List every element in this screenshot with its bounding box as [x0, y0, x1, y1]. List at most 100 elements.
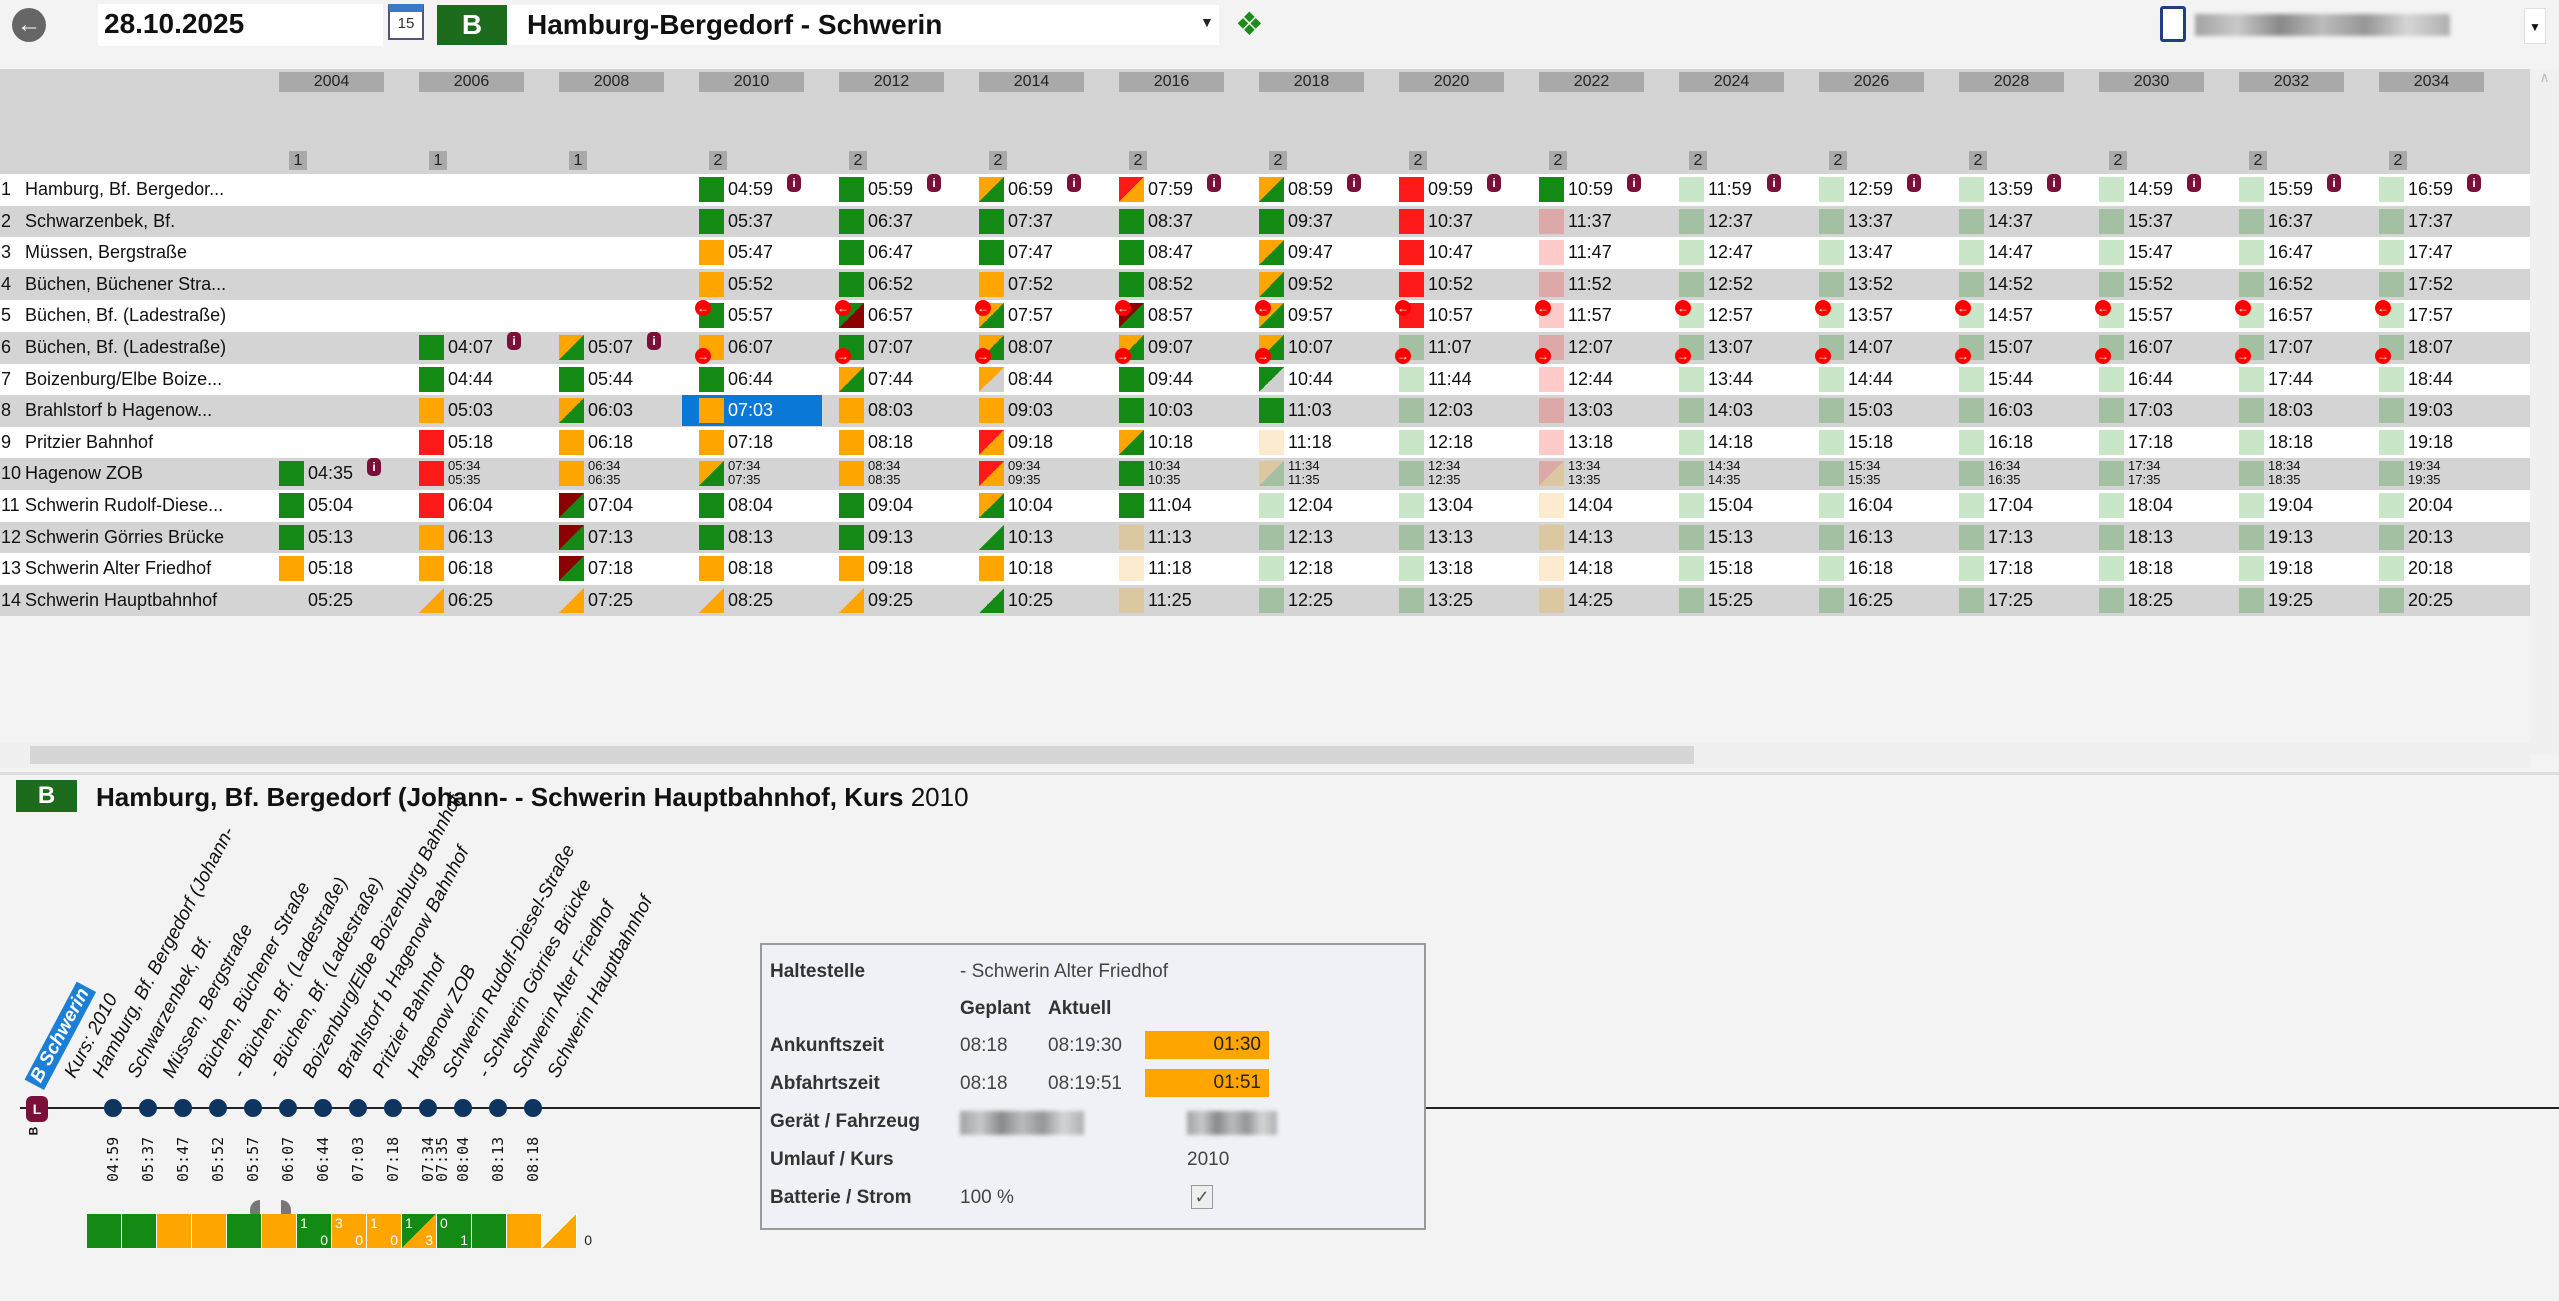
- trip-cell[interactable]: 08:52: [1119, 269, 1259, 300]
- status-square[interactable]: [507, 1214, 542, 1248]
- trip-cell[interactable]: 15:25: [1679, 585, 1819, 616]
- trip-cell[interactable]: 08:07 →: [975, 332, 1119, 364]
- trip-cell[interactable]: 09:34 09:35: [979, 458, 1119, 489]
- station-name[interactable]: 13 Schwerin Alter Friedhof: [0, 553, 261, 585]
- trip-cell[interactable]: 11:57 ←: [1535, 300, 1679, 331]
- vertical-scrollbar[interactable]: ∧: [2530, 69, 2559, 755]
- status-square[interactable]: [192, 1214, 227, 1248]
- trip-cell[interactable]: 17:34 17:35: [2099, 458, 2239, 489]
- station-name[interactable]: 8 Brahlstorf b Hagenow...: [0, 395, 261, 427]
- column-year[interactable]: 2014: [979, 72, 1084, 92]
- trip-cell[interactable]: 15:59 i: [2239, 174, 2379, 205]
- table-row[interactable]: 9 Pritzier Bahnhof 05:18 06:18 07:18 08:18 09:…: [0, 426, 2530, 459]
- trip-cell[interactable]: 16:04: [1819, 490, 1959, 521]
- trip-cell[interactable]: 06:13: [419, 522, 559, 553]
- trip-cell[interactable]: 10:47: [1399, 237, 1539, 268]
- status-square[interactable]: 0: [542, 1214, 592, 1248]
- trip-cell[interactable]: 16:34 16:35: [1959, 458, 2099, 489]
- trip-cell[interactable]: 08:13: [699, 522, 839, 553]
- horizontal-scrollbar[interactable]: [0, 742, 2530, 768]
- column-year[interactable]: 2020: [1399, 72, 1504, 92]
- trip-cell[interactable]: 07:25: [559, 585, 699, 616]
- trip-cell[interactable]: 05:04: [279, 490, 419, 521]
- trip-cell[interactable]: 15:52: [2099, 269, 2239, 300]
- trip-cell[interactable]: 06:52: [839, 269, 979, 300]
- trip-cell[interactable]: 14:18: [1539, 553, 1679, 584]
- trip-cell[interactable]: 17:44: [2239, 364, 2379, 395]
- column-year[interactable]: 2032: [2239, 72, 2344, 92]
- trip-cell[interactable]: 13:04: [1399, 490, 1539, 521]
- trip-cell[interactable]: 07:07 →: [835, 332, 979, 364]
- trip-cell[interactable]: 12:44: [1539, 364, 1679, 395]
- stop-dot[interactable]: [454, 1099, 472, 1117]
- trip-cell[interactable]: 10:18: [979, 553, 1119, 584]
- trip-cell[interactable]: 09:18: [979, 427, 1119, 458]
- trip-cell[interactable]: 16:18: [1959, 427, 2099, 458]
- trip-cell[interactable]: 09:57 ←: [1255, 300, 1399, 331]
- trip-cell[interactable]: 05:59 i: [839, 174, 979, 205]
- trip-cell[interactable]: 17:13: [1959, 522, 2099, 553]
- trip-cell[interactable]: 10:52: [1399, 269, 1539, 300]
- trip-cell[interactable]: 17:57 ←: [2375, 300, 2519, 331]
- trip-cell[interactable]: 14:47: [1959, 237, 2099, 268]
- table-row[interactable]: 5 Büchen, Bf. (Ladestraße) 05:57 ← 06:57 ← 07:…: [0, 300, 2530, 332]
- trip-cell[interactable]: 05:47: [699, 237, 839, 268]
- table-row[interactable]: 14 Schwerin Hauptbahnhof 05:25 06:25 07:25 08…: [0, 584, 2530, 617]
- trip-cell[interactable]: 13:18: [1399, 553, 1539, 584]
- status-square[interactable]: [157, 1214, 192, 1248]
- trip-cell[interactable]: 18:18: [2099, 553, 2239, 584]
- trip-cell[interactable]: 14:03: [1679, 395, 1819, 426]
- trip-cell[interactable]: 14:18: [1679, 427, 1819, 458]
- trip-cell[interactable]: 08:04: [699, 490, 839, 521]
- trip-cell[interactable]: 17:18: [2099, 427, 2239, 458]
- trip-cell[interactable]: 05:57 ←: [695, 300, 839, 331]
- date-field[interactable]: 28.10.2025: [98, 4, 383, 46]
- stop-dot[interactable]: [279, 1099, 297, 1117]
- trip-cell[interactable]: 13:13: [1399, 522, 1539, 553]
- trip-cell[interactable]: 10:18: [1119, 427, 1259, 458]
- trip-cell[interactable]: 12:57 ←: [1675, 300, 1819, 331]
- column-year[interactable]: 2024: [1679, 72, 1784, 92]
- trip-cell[interactable]: 10:59 i: [1539, 174, 1679, 205]
- trip-cell[interactable]: 15:03: [1819, 395, 1959, 426]
- info-badge-icon[interactable]: i: [2047, 174, 2061, 192]
- trip-cell[interactable]: 20:25: [2379, 585, 2519, 616]
- station-name[interactable]: 7 Boizenburg/Elbe Boize...: [0, 364, 261, 396]
- trip-cell[interactable]: 15:07 →: [1955, 332, 2099, 364]
- trip-cell[interactable]: 11:07 →: [1395, 332, 1539, 364]
- trip-cell[interactable]: 15:18: [1819, 427, 1959, 458]
- trip-cell[interactable]: 04:59 i: [699, 174, 839, 205]
- trip-cell[interactable]: 14:25: [1539, 585, 1679, 616]
- trip-cell[interactable]: 19:03: [2379, 395, 2519, 426]
- trip-cell[interactable]: 13:18: [1539, 427, 1679, 458]
- trip-cell[interactable]: 18:03: [2239, 395, 2379, 426]
- trip-cell[interactable]: 16:07 →: [2095, 332, 2239, 364]
- info-badge-icon[interactable]: i: [927, 174, 941, 192]
- trip-cell[interactable]: 12:34 12:35: [1399, 458, 1539, 489]
- trip-cell[interactable]: 15:04: [1679, 490, 1819, 521]
- trip-cell[interactable]: 19:18: [2379, 427, 2519, 458]
- trip-cell[interactable]: 06:57 ←: [835, 300, 979, 331]
- trip-cell[interactable]: 13:03: [1539, 395, 1679, 426]
- trip-cell[interactable]: 11:47: [1539, 237, 1679, 268]
- trip-cell[interactable]: 18:04: [2099, 490, 2239, 521]
- table-row[interactable]: 4 Büchen, Büchener Stra... 05:52 06:52 07:52…: [0, 268, 2530, 301]
- stop-dot[interactable]: [244, 1099, 262, 1117]
- trip-cell[interactable]: 07:03: [682, 395, 822, 427]
- trip-cell[interactable]: 16:18: [1819, 553, 1959, 584]
- trip-cell[interactable]: 17:47: [2379, 237, 2519, 268]
- start-badge[interactable]: L: [26, 1096, 48, 1122]
- trip-cell[interactable]: 15:44: [1959, 364, 2099, 395]
- info-badge-icon[interactable]: i: [367, 458, 381, 477]
- trip-cell[interactable]: 07:13: [559, 522, 699, 553]
- trip-cell[interactable]: 12:13: [1259, 522, 1399, 553]
- trip-cell[interactable]: 05:37: [699, 206, 839, 237]
- info-badge-icon[interactable]: i: [2327, 174, 2341, 192]
- power-checkbox[interactable]: ✓: [1191, 1185, 1213, 1209]
- stop-dot[interactable]: [489, 1099, 507, 1117]
- trip-cell[interactable]: 11:04: [1119, 490, 1259, 521]
- trip-cell[interactable]: 07:18: [559, 553, 699, 584]
- info-badge-icon[interactable]: i: [1347, 174, 1361, 192]
